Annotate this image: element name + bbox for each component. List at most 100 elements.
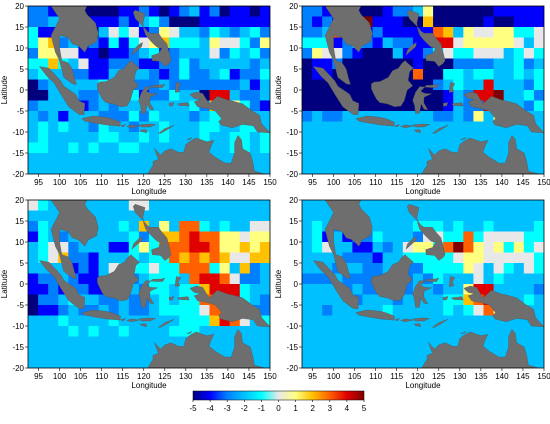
heatmap-cell xyxy=(259,132,270,143)
heatmap-cell xyxy=(392,200,404,211)
heatmap-cell xyxy=(352,242,363,253)
heatmap-cell xyxy=(433,336,444,348)
heatmap-cell xyxy=(98,221,110,232)
heatmap-cell xyxy=(118,336,130,348)
heatmap-cell xyxy=(453,252,464,264)
heatmap-cell xyxy=(189,315,200,327)
heatmap-cell xyxy=(493,153,505,164)
heatmap-cell xyxy=(533,48,544,59)
heatmap-cell xyxy=(68,242,79,253)
heatmap-cell xyxy=(473,48,484,59)
heatmap-cell xyxy=(28,58,39,70)
heatmap-cell xyxy=(322,163,333,174)
heatmap-cell xyxy=(219,37,231,49)
heatmap-cell xyxy=(433,69,444,80)
heatmap-cell xyxy=(229,79,241,91)
heatmap-cell xyxy=(189,326,200,337)
heatmap-cell xyxy=(312,315,323,327)
heatmap-cell xyxy=(382,48,394,59)
heatmap-cell xyxy=(28,252,39,264)
heatmap-cell xyxy=(362,121,373,133)
heatmap-cell xyxy=(179,284,190,295)
heatmap-cell xyxy=(128,111,140,122)
heatmap-cell xyxy=(209,58,220,70)
heatmap-cell xyxy=(199,200,210,211)
heatmap-cell xyxy=(332,294,343,306)
heatmap-cell xyxy=(433,121,444,133)
heatmap-cell xyxy=(352,326,363,337)
heatmap-cell xyxy=(199,6,210,17)
heatmap-cell xyxy=(362,263,373,274)
heatmap-cell xyxy=(68,79,79,91)
heatmap-cell xyxy=(159,121,170,133)
heatmap-cell xyxy=(108,132,120,143)
heatmap-cell xyxy=(443,284,454,295)
heatmap-cell xyxy=(312,347,323,358)
heatmap-cell xyxy=(209,6,220,17)
heatmap-cell xyxy=(392,121,404,133)
heatmap-cell xyxy=(68,121,79,133)
heatmap-cell xyxy=(493,336,505,348)
heatmap-cell xyxy=(443,100,454,112)
heatmap-cell xyxy=(169,142,180,154)
heatmap-cell xyxy=(98,69,110,80)
heatmap-cell xyxy=(433,284,444,295)
heatmap-cell xyxy=(423,6,434,17)
heatmap-cell xyxy=(108,58,120,70)
heatmap-cell xyxy=(199,37,210,49)
heatmap-cell xyxy=(118,210,130,222)
y-tick-label: 15 xyxy=(15,23,24,32)
heatmap-cell xyxy=(239,48,251,59)
heatmap-cell xyxy=(209,121,220,133)
heatmap-cell xyxy=(412,252,424,264)
heatmap-cell xyxy=(219,90,231,101)
heatmap-cell xyxy=(382,305,394,316)
heatmap-cell xyxy=(423,132,434,143)
heatmap-cell xyxy=(199,16,210,28)
heatmap-cell xyxy=(463,132,474,143)
heatmap-cell xyxy=(302,6,313,17)
heatmap-cell xyxy=(412,326,424,337)
heatmap-cell xyxy=(199,284,210,295)
heatmap-cell xyxy=(159,200,170,211)
heatmap-cell xyxy=(483,6,494,17)
heatmap-cell xyxy=(189,231,200,243)
y-tick-label: 15 xyxy=(289,23,298,32)
heatmap-cell xyxy=(199,273,210,285)
heatmap-cell xyxy=(48,305,59,316)
heatmap-cell xyxy=(412,210,424,222)
heatmap-cell xyxy=(483,121,494,133)
heatmap-cell xyxy=(159,305,170,316)
heatmap-cell xyxy=(199,231,210,243)
heatmap-cell xyxy=(239,16,251,28)
heatmap-cell xyxy=(179,305,190,316)
x-tick-label: 150 xyxy=(263,178,277,187)
heatmap-cell xyxy=(98,315,110,327)
heatmap-cell xyxy=(128,357,140,368)
heatmap-cell xyxy=(108,357,120,368)
heatmap-cell xyxy=(219,231,231,243)
heatmap-cell xyxy=(88,326,99,337)
heatmap-cell xyxy=(523,58,535,70)
heatmap-cell xyxy=(118,37,130,49)
y-tick-label: -20 xyxy=(286,170,298,179)
heatmap-cell xyxy=(372,69,384,80)
heatmap-cell xyxy=(118,6,130,17)
x-tick-label: 105 xyxy=(74,178,88,187)
heatmap-cell xyxy=(149,58,160,70)
heatmap-cell xyxy=(302,357,313,368)
heatmap-cell xyxy=(382,153,394,164)
land-mass xyxy=(460,331,467,334)
heatmap-cell xyxy=(342,142,353,154)
heatmap-cell xyxy=(179,58,190,70)
heatmap-cell xyxy=(302,100,313,112)
heatmap-cell xyxy=(342,163,353,174)
heatmap-cell xyxy=(149,347,160,358)
heatmap-cell xyxy=(38,263,49,274)
heatmap-cell xyxy=(189,16,200,28)
heatmap-cell xyxy=(302,37,313,49)
heatmap-cell xyxy=(138,132,150,143)
heatmap-cell xyxy=(473,284,484,295)
heatmap-cell xyxy=(302,242,313,253)
heatmap-cell xyxy=(88,273,99,285)
